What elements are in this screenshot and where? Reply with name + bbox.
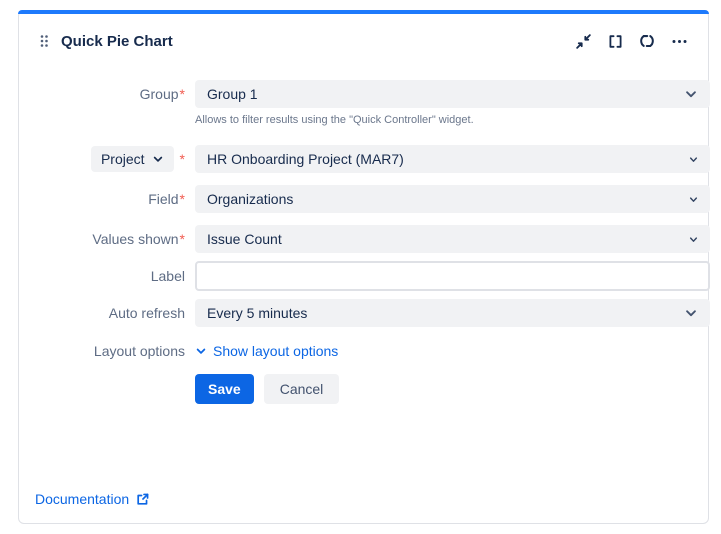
field-row: Field * Organizations: [36, 185, 710, 213]
chevron-down-icon: [153, 156, 162, 162]
field-label: Field *: [148, 191, 185, 207]
project-type-button[interactable]: Project: [90, 146, 174, 172]
group-select-value: Group 1: [207, 86, 258, 102]
collapse-icon[interactable]: [574, 32, 592, 50]
field-select-value: Organizations: [207, 191, 294, 207]
values-shown-label: Values shown *: [92, 231, 185, 247]
label-field-label: Label: [150, 268, 185, 284]
project-select[interactable]: HR Onboarding Project (MAR7): [195, 145, 710, 173]
widget-config-form: Group * Group 1 Allows to filter results …: [19, 80, 710, 404]
fullscreen-icon[interactable]: [606, 32, 624, 50]
chevron-down-icon: [689, 195, 698, 204]
widget-header: Quick Pie Chart: [19, 14, 708, 52]
required-asterisk: *: [179, 191, 185, 207]
project-row: Project * HR Onboarding Project (MAR7): [36, 145, 710, 173]
more-icon[interactable]: [670, 32, 688, 50]
field-select[interactable]: Organizations: [195, 185, 710, 213]
chevron-down-icon: [689, 155, 698, 164]
external-link-icon: [137, 493, 149, 505]
group-select[interactable]: Group 1: [195, 80, 710, 108]
values-shown-row: Values shown * Issue Count: [36, 225, 710, 253]
layout-options-label: Layout options: [93, 343, 185, 359]
widget-title: Quick Pie Chart: [61, 32, 173, 50]
chevron-down-icon: [196, 348, 206, 354]
actions-row: Save Cancel: [36, 374, 691, 404]
group-row: Group * Group 1: [36, 80, 710, 108]
chevron-down-icon: [684, 306, 698, 320]
auto-refresh-label: Auto refresh: [108, 305, 185, 321]
documentation-link-label: Documentation: [35, 491, 130, 507]
group-label: Group *: [139, 86, 185, 102]
chevron-down-icon: [689, 235, 698, 244]
cancel-button[interactable]: Cancel: [263, 374, 340, 404]
chevron-down-icon: [684, 87, 698, 101]
label-input[interactable]: [195, 261, 710, 291]
auto-refresh-row: Auto refresh Every 5 minutes: [36, 299, 710, 327]
refresh-icon[interactable]: [638, 32, 656, 50]
layout-options-row: Layout options Show layout options: [36, 343, 691, 359]
values-shown-select-value: Issue Count: [207, 231, 282, 247]
label-row: Label: [36, 261, 710, 291]
documentation-link[interactable]: Documentation: [35, 491, 150, 507]
widget-toolbar: [574, 32, 688, 50]
auto-refresh-select[interactable]: Every 5 minutes: [195, 299, 710, 327]
auto-refresh-select-value: Every 5 minutes: [207, 305, 308, 321]
project-label-area: Project *: [36, 146, 185, 172]
accent-bar: [18, 10, 709, 14]
save-button[interactable]: Save: [195, 374, 254, 404]
required-asterisk: *: [179, 86, 185, 102]
values-shown-select[interactable]: Issue Count: [195, 225, 710, 253]
show-layout-options-link[interactable]: Show layout options: [195, 343, 710, 359]
required-asterisk: *: [179, 151, 185, 167]
required-asterisk: *: [179, 231, 185, 247]
group-helper-text: Allows to filter results using the "Quic…: [195, 114, 474, 126]
drag-handle-icon[interactable]: [39, 33, 49, 49]
quick-pie-chart-widget: Quick Pie Chart: [18, 10, 710, 524]
project-select-value: HR Onboarding Project (MAR7): [207, 151, 404, 167]
